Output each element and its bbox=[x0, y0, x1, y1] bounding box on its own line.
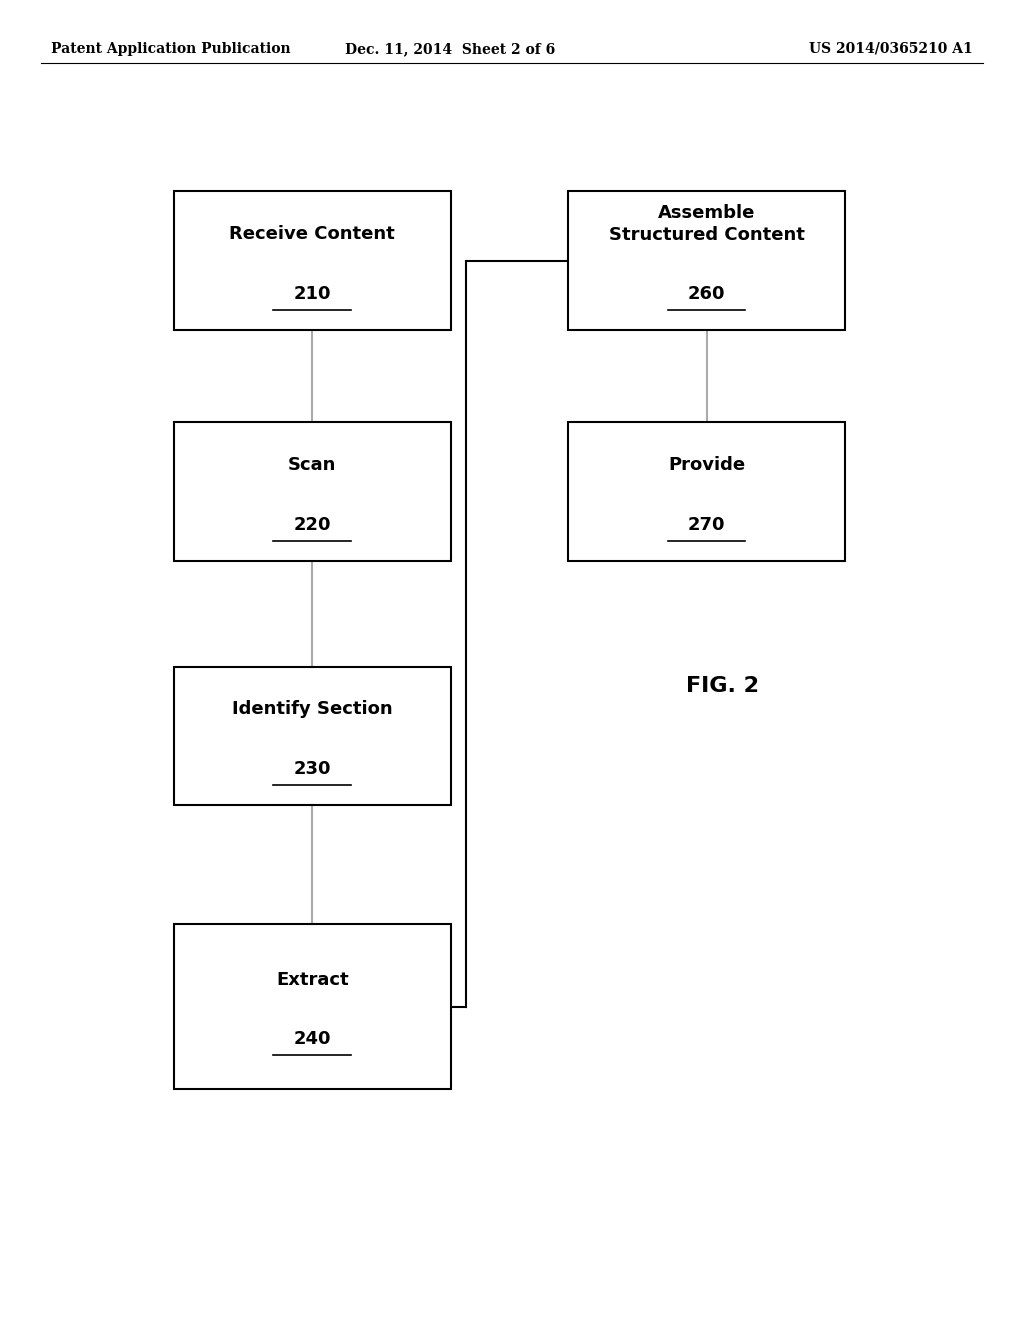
Text: Extract: Extract bbox=[276, 972, 348, 989]
Text: 210: 210 bbox=[294, 285, 331, 302]
Text: 240: 240 bbox=[294, 1031, 331, 1048]
Text: Assemble
Structured Content: Assemble Structured Content bbox=[608, 203, 805, 244]
FancyBboxPatch shape bbox=[568, 422, 845, 561]
FancyBboxPatch shape bbox=[174, 422, 451, 561]
Text: Identify Section: Identify Section bbox=[232, 701, 392, 718]
Text: 220: 220 bbox=[294, 516, 331, 533]
FancyBboxPatch shape bbox=[174, 924, 451, 1089]
Text: US 2014/0365210 A1: US 2014/0365210 A1 bbox=[809, 42, 973, 55]
Text: FIG. 2: FIG. 2 bbox=[686, 676, 759, 697]
Text: 230: 230 bbox=[294, 760, 331, 777]
Text: Receive Content: Receive Content bbox=[229, 226, 395, 243]
FancyBboxPatch shape bbox=[174, 191, 451, 330]
Text: Patent Application Publication: Patent Application Publication bbox=[51, 42, 291, 55]
Text: Scan: Scan bbox=[288, 457, 337, 474]
Text: 270: 270 bbox=[688, 516, 725, 533]
FancyBboxPatch shape bbox=[568, 191, 845, 330]
Text: 260: 260 bbox=[688, 285, 725, 302]
Text: Provide: Provide bbox=[668, 457, 745, 474]
FancyBboxPatch shape bbox=[174, 667, 451, 805]
Text: Dec. 11, 2014  Sheet 2 of 6: Dec. 11, 2014 Sheet 2 of 6 bbox=[345, 42, 556, 55]
